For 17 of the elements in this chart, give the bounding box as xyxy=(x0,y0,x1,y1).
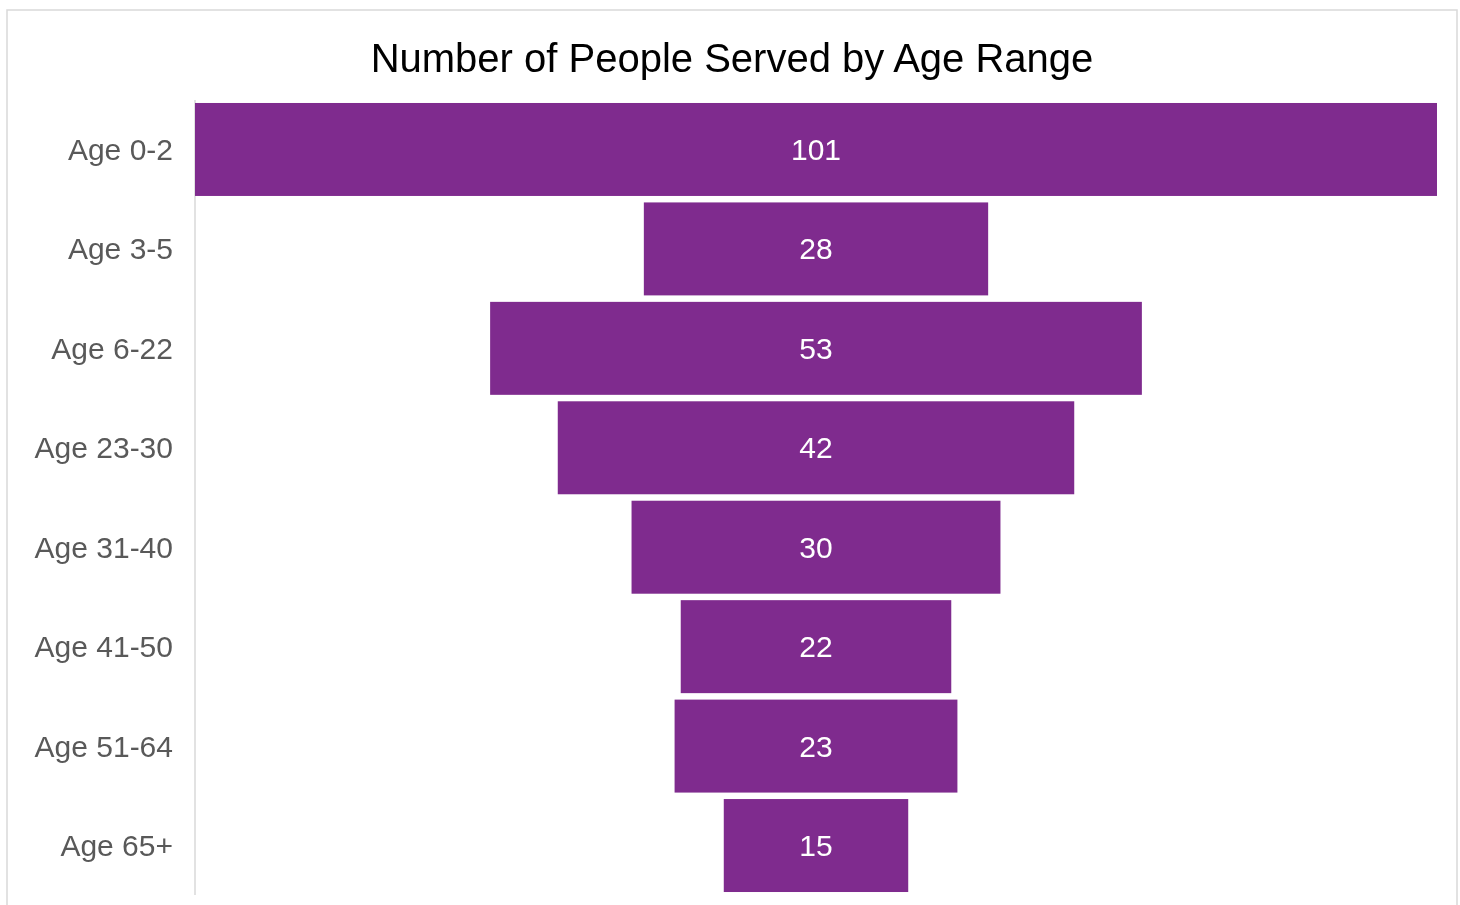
category-label: Age 41-50 xyxy=(34,630,173,664)
data-label: 101 xyxy=(790,132,842,166)
data-label: 53 xyxy=(799,331,833,365)
data-label: 15 xyxy=(799,829,833,863)
category-label: Age 65+ xyxy=(60,829,173,863)
category-label: Age 3-5 xyxy=(67,232,173,266)
category-label: Age 0-2 xyxy=(67,132,173,166)
data-label: 30 xyxy=(799,530,833,564)
text: Number of People Served by Age Range xyxy=(370,36,1094,80)
data-label: 23 xyxy=(799,729,833,763)
category-label: Age 31-40 xyxy=(34,530,173,564)
data-label: 28 xyxy=(799,232,833,266)
data-label: 42 xyxy=(799,431,833,465)
category-label: Age 51-64 xyxy=(34,729,173,763)
category-label: Age 23-30 xyxy=(34,431,173,465)
category-label: Age 6-22 xyxy=(51,331,173,365)
data-label: 22 xyxy=(799,630,833,664)
